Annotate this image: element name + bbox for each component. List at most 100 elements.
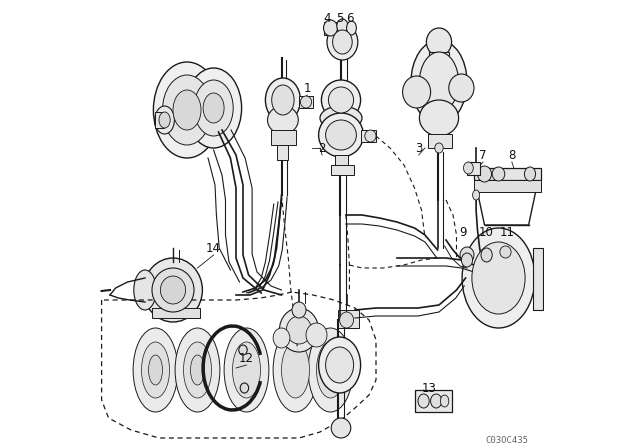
Ellipse shape — [161, 276, 186, 304]
Ellipse shape — [472, 242, 525, 314]
Bar — [467, 162, 479, 175]
Ellipse shape — [308, 328, 353, 412]
Ellipse shape — [272, 85, 294, 115]
Ellipse shape — [472, 190, 479, 200]
Ellipse shape — [321, 80, 360, 120]
Text: 7: 7 — [479, 148, 487, 161]
Ellipse shape — [282, 342, 310, 398]
Ellipse shape — [411, 40, 467, 124]
Ellipse shape — [152, 268, 194, 312]
Ellipse shape — [440, 395, 449, 407]
Ellipse shape — [273, 328, 318, 412]
Text: 4: 4 — [323, 12, 331, 25]
Text: 14: 14 — [206, 241, 221, 254]
Ellipse shape — [224, 328, 269, 412]
Ellipse shape — [327, 24, 358, 60]
Bar — [429, 52, 449, 65]
Bar — [335, 155, 348, 168]
Ellipse shape — [292, 302, 306, 318]
Ellipse shape — [326, 347, 353, 383]
Text: 1: 1 — [303, 82, 311, 95]
Ellipse shape — [232, 342, 260, 398]
Ellipse shape — [403, 76, 431, 108]
Ellipse shape — [337, 19, 348, 33]
Text: 10: 10 — [479, 225, 494, 238]
Ellipse shape — [317, 342, 344, 398]
Ellipse shape — [460, 247, 474, 263]
Text: 9: 9 — [459, 225, 467, 238]
Ellipse shape — [461, 253, 472, 267]
Ellipse shape — [306, 323, 327, 347]
Text: C03OC435: C03OC435 — [486, 435, 529, 444]
Ellipse shape — [268, 106, 298, 134]
Ellipse shape — [154, 62, 221, 158]
Bar — [271, 130, 296, 145]
Ellipse shape — [435, 143, 443, 153]
Ellipse shape — [426, 28, 452, 56]
Ellipse shape — [143, 258, 202, 322]
Ellipse shape — [173, 90, 201, 130]
Ellipse shape — [191, 355, 205, 385]
Text: 11: 11 — [499, 225, 515, 238]
Ellipse shape — [333, 30, 352, 54]
Ellipse shape — [186, 68, 241, 148]
Ellipse shape — [287, 316, 312, 344]
Ellipse shape — [340, 312, 353, 328]
Ellipse shape — [419, 100, 459, 136]
Ellipse shape — [133, 328, 178, 412]
Ellipse shape — [323, 20, 337, 36]
Ellipse shape — [332, 418, 351, 438]
Bar — [474, 168, 541, 180]
Ellipse shape — [449, 74, 474, 102]
Ellipse shape — [326, 120, 356, 150]
Ellipse shape — [239, 345, 247, 355]
Ellipse shape — [320, 106, 362, 130]
Bar — [428, 134, 452, 148]
Ellipse shape — [500, 246, 511, 258]
Ellipse shape — [184, 342, 211, 398]
Ellipse shape — [203, 93, 224, 123]
Ellipse shape — [159, 112, 170, 128]
Bar — [532, 248, 543, 310]
Text: 8: 8 — [508, 148, 515, 161]
Bar — [276, 145, 289, 160]
Ellipse shape — [462, 228, 535, 328]
Bar — [323, 22, 337, 35]
Ellipse shape — [477, 166, 492, 182]
Bar — [152, 308, 200, 318]
Ellipse shape — [273, 328, 290, 348]
Bar — [360, 130, 376, 142]
Bar — [415, 390, 452, 412]
Text: 2: 2 — [318, 142, 326, 155]
Bar — [332, 165, 353, 175]
Text: 6: 6 — [346, 12, 353, 25]
Ellipse shape — [319, 113, 364, 157]
Bar — [155, 112, 164, 128]
Ellipse shape — [319, 337, 360, 393]
Text: 5: 5 — [337, 12, 344, 25]
Ellipse shape — [300, 96, 312, 108]
Text: 3: 3 — [415, 142, 422, 155]
Ellipse shape — [134, 270, 156, 310]
Bar — [337, 310, 358, 328]
Ellipse shape — [148, 355, 163, 385]
Ellipse shape — [347, 21, 356, 35]
Ellipse shape — [328, 87, 354, 113]
Text: 12: 12 — [239, 352, 254, 365]
Bar — [474, 180, 541, 192]
Ellipse shape — [431, 394, 442, 408]
Ellipse shape — [194, 80, 233, 136]
Ellipse shape — [141, 342, 170, 398]
Ellipse shape — [155, 106, 174, 134]
Ellipse shape — [240, 383, 248, 393]
Ellipse shape — [266, 78, 300, 122]
Ellipse shape — [418, 394, 429, 408]
Ellipse shape — [175, 328, 220, 412]
Ellipse shape — [492, 167, 505, 181]
Ellipse shape — [280, 308, 319, 352]
Ellipse shape — [419, 52, 459, 112]
Ellipse shape — [163, 75, 211, 145]
Ellipse shape — [481, 248, 492, 262]
Bar — [299, 96, 313, 108]
Ellipse shape — [524, 167, 536, 181]
